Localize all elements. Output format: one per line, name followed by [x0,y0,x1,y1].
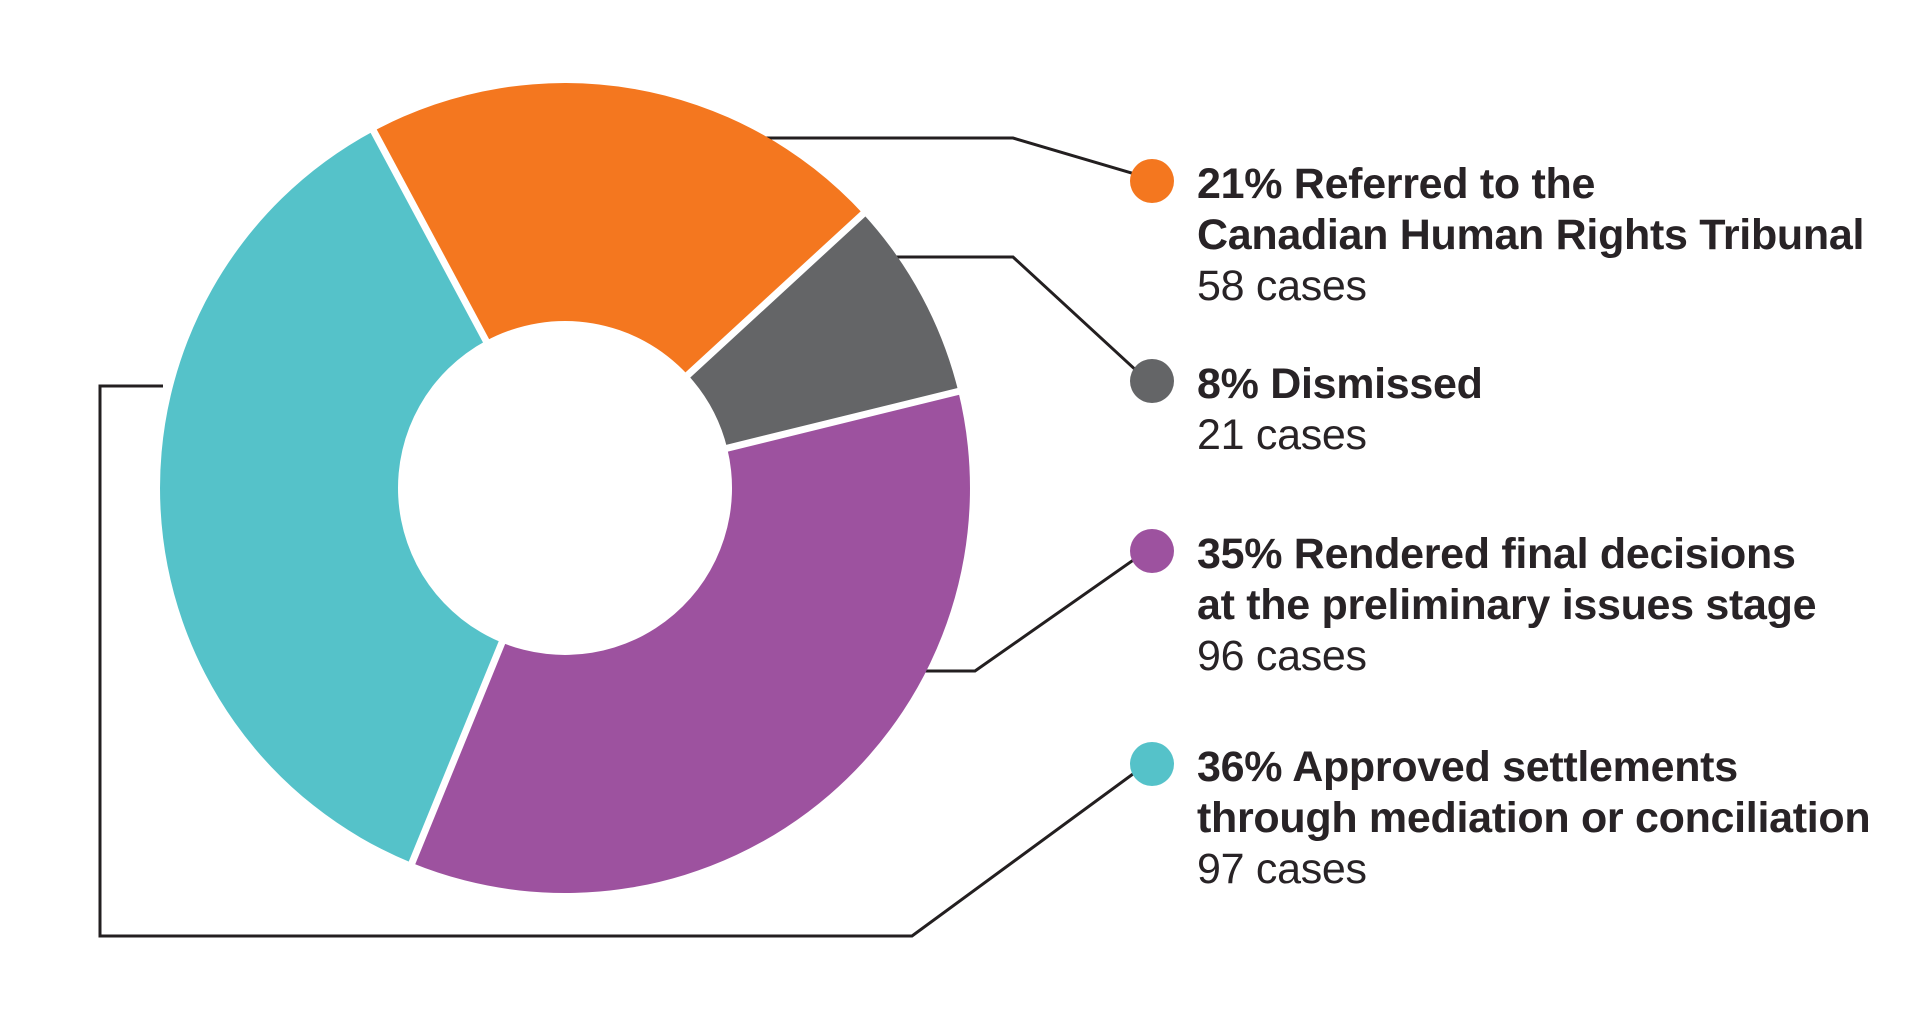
legend-label-line2: through mediation or conciliation [1197,794,1871,842]
segment-separator [367,124,492,348]
legend-bullet-final-decisions [1130,529,1174,573]
leader-line-referred [763,136,1153,181]
legend-label-line1: 36% Approved settlements [1197,743,1738,791]
donut-segment-final-decisions [412,391,970,894]
legend-cases: 97 cases [1197,845,1367,893]
leader-line-dismissed [887,255,1154,387]
legend-cases: 21 cases [1197,411,1367,459]
leader-line-final-decisions [908,545,1153,673]
legend-label-line1: 8% Dismissed [1197,360,1483,408]
donut-segment-settlements [160,131,502,864]
legend-label-line1: 21% Referred to the [1197,160,1596,208]
segment-separator [720,386,965,453]
legend-item-settlements: 36% Approved settlements through mediati… [1130,742,1871,895]
legend-bullet-settlements [1130,742,1174,786]
segment-separator [681,207,870,382]
legend-cases: 58 cases [1197,262,1367,310]
legend-bullet-dismissed [1130,359,1174,403]
legend-label-line2: at the preliminary issues stage [1197,581,1817,629]
donut-segment-dismissed [687,213,959,449]
legend-cases: 96 cases [1197,632,1367,680]
legend-label-line2: Canadian Human Rights Tribunal [1197,211,1865,259]
donut-segment-referred [373,83,864,375]
leader-line-settlements [98,384,1153,938]
segment-separator [406,635,508,870]
legend-item-referred: 21% Referred to the Canadian Human Right… [1130,159,1864,312]
legend-label-line1: 35% Rendered final decisions [1197,530,1796,578]
legend-item-final-decisions: 35% Rendered final decisions at the prel… [1130,529,1817,682]
legend-bullet-referred [1130,159,1174,203]
legend-item-dismissed: 8% Dismissed 21 cases [1130,359,1483,461]
